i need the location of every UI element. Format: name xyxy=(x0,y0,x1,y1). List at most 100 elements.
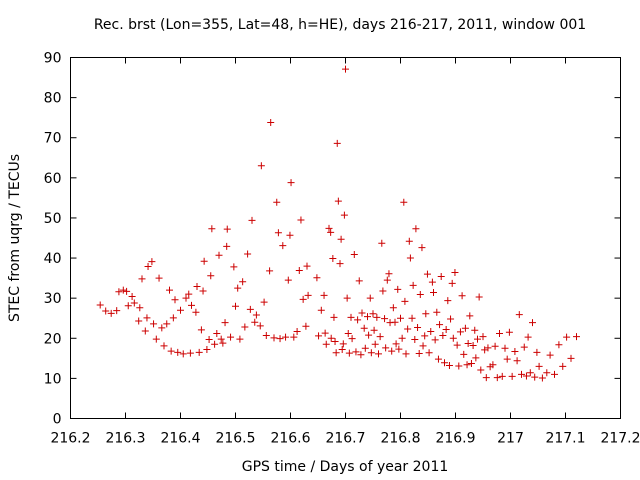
data-point xyxy=(501,344,509,352)
data-point xyxy=(408,314,416,322)
data-point xyxy=(167,347,175,355)
data-point xyxy=(343,294,351,302)
data-point xyxy=(333,139,341,147)
data-point xyxy=(405,237,413,245)
data-point xyxy=(567,354,575,362)
data-point xyxy=(489,361,497,369)
data-point xyxy=(223,242,231,250)
data-point xyxy=(449,334,457,342)
data-point xyxy=(385,270,393,278)
data-point xyxy=(143,314,151,322)
y-tick-label: 20 xyxy=(44,331,62,347)
data-point xyxy=(338,346,346,354)
data-point xyxy=(158,324,166,332)
data-point xyxy=(392,340,400,348)
data-point xyxy=(205,335,213,343)
data-point xyxy=(414,323,422,331)
data-point xyxy=(256,322,264,330)
data-point xyxy=(150,320,158,328)
data-point xyxy=(367,349,375,357)
data-point xyxy=(287,179,295,187)
data-point xyxy=(304,291,312,299)
data-point xyxy=(447,315,455,323)
data-point xyxy=(422,310,430,318)
y-tick-label: 30 xyxy=(44,291,62,307)
data-point xyxy=(217,335,225,343)
data-point xyxy=(511,348,519,356)
data-point xyxy=(365,331,373,339)
data-point xyxy=(508,372,516,380)
data-point xyxy=(221,319,229,327)
data-point xyxy=(381,315,389,323)
data-point xyxy=(239,278,247,286)
data-point xyxy=(373,313,381,321)
data-point xyxy=(357,351,365,359)
data-point xyxy=(248,216,256,224)
data-point xyxy=(345,349,353,357)
data-point xyxy=(369,310,377,318)
data-point xyxy=(276,335,284,343)
data-point xyxy=(366,294,374,302)
data-point xyxy=(166,286,173,294)
data-point xyxy=(360,324,368,332)
data-point xyxy=(371,340,379,348)
data-point xyxy=(124,302,132,310)
data-point xyxy=(334,197,342,205)
data-point xyxy=(293,327,301,335)
data-point xyxy=(383,276,391,284)
data-point xyxy=(382,344,390,352)
data-point xyxy=(299,295,307,303)
data-point xyxy=(503,355,511,363)
data-point xyxy=(266,267,274,275)
data-point xyxy=(128,293,136,301)
data-point xyxy=(186,349,194,357)
data-point xyxy=(185,290,193,298)
data-point xyxy=(313,274,321,282)
y-tick-label: 0 xyxy=(53,412,62,428)
data-point xyxy=(455,362,463,370)
data-point xyxy=(160,342,168,350)
data-point xyxy=(364,313,371,321)
data-point xyxy=(518,370,525,378)
data-point xyxy=(419,342,427,350)
data-point xyxy=(543,369,551,377)
data-point xyxy=(456,328,464,336)
data-point xyxy=(115,288,123,296)
y-tick-label: 80 xyxy=(44,91,62,107)
data-point xyxy=(211,340,219,348)
data-point xyxy=(395,345,403,353)
y-tick-label: 40 xyxy=(44,251,62,267)
data-point xyxy=(458,292,466,300)
data-point xyxy=(169,314,177,322)
data-point xyxy=(337,235,345,243)
x-tick-label: 216.9 xyxy=(435,431,475,447)
data-point xyxy=(320,291,328,299)
x-tick-label: 217.2 xyxy=(600,431,640,447)
data-point xyxy=(524,333,532,341)
data-point xyxy=(398,334,406,342)
data-point xyxy=(348,335,356,343)
x-tick-label: 216.2 xyxy=(50,431,90,447)
x-axis-label: GPS time / Days of year 2011 xyxy=(242,459,449,475)
data-point xyxy=(520,343,528,351)
data-point xyxy=(472,354,480,362)
data-point xyxy=(378,239,386,247)
data-point xyxy=(282,333,290,341)
data-point xyxy=(513,357,521,365)
data-point xyxy=(573,333,580,341)
y-tick-label: 90 xyxy=(44,51,62,67)
data-point xyxy=(526,369,534,377)
data-point xyxy=(466,312,474,320)
data-point xyxy=(563,333,571,341)
data-point xyxy=(234,284,242,292)
data-point xyxy=(236,335,244,343)
data-point xyxy=(370,326,378,334)
x-tick-label: 217 xyxy=(497,431,524,447)
data-point xyxy=(195,348,203,356)
x-tick-label: 216.7 xyxy=(325,431,365,447)
data-point xyxy=(260,298,268,306)
data-point xyxy=(227,333,235,341)
chart-title: Rec. brst (Lon=355, Lat=48, h=HE), days … xyxy=(94,17,586,33)
data-point xyxy=(415,350,423,358)
data-point xyxy=(246,305,254,313)
